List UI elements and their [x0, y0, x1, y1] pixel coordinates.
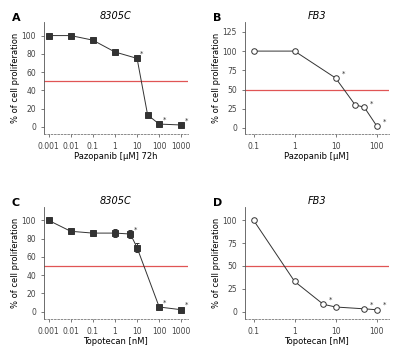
Text: *: * [370, 301, 374, 307]
Text: *: * [162, 116, 166, 122]
X-axis label: Topotecan [nM]: Topotecan [nM] [84, 337, 148, 346]
Text: C: C [12, 198, 20, 208]
Title: FB3: FB3 [308, 11, 326, 21]
Title: FB3: FB3 [308, 196, 326, 206]
Y-axis label: % of cell proliferation: % of cell proliferation [11, 218, 20, 308]
X-axis label: Topotecan [nM]: Topotecan [nM] [284, 337, 349, 346]
X-axis label: Pazopanib [μM] 72h: Pazopanib [μM] 72h [74, 152, 158, 161]
Text: *: * [184, 302, 188, 308]
Y-axis label: % of cell proliferation: % of cell proliferation [212, 218, 221, 308]
Text: *: * [329, 297, 333, 303]
Title: 8305C: 8305C [100, 196, 132, 206]
Text: *: * [382, 119, 386, 125]
Text: *: * [382, 302, 386, 308]
Text: A: A [12, 13, 20, 23]
Text: *: * [184, 117, 188, 124]
Text: *: * [370, 100, 374, 106]
Text: *: * [134, 226, 137, 232]
Y-axis label: % of cell proliferation: % of cell proliferation [212, 33, 221, 123]
X-axis label: Pazopanib [μM]: Pazopanib [μM] [284, 152, 349, 161]
Title: 8305C: 8305C [100, 11, 132, 21]
Text: D: D [213, 198, 222, 208]
Text: B: B [213, 13, 221, 23]
Text: *: * [162, 300, 166, 306]
Y-axis label: % of cell proliferation: % of cell proliferation [11, 33, 20, 123]
Text: *: * [140, 51, 144, 57]
Text: *: * [342, 71, 345, 77]
